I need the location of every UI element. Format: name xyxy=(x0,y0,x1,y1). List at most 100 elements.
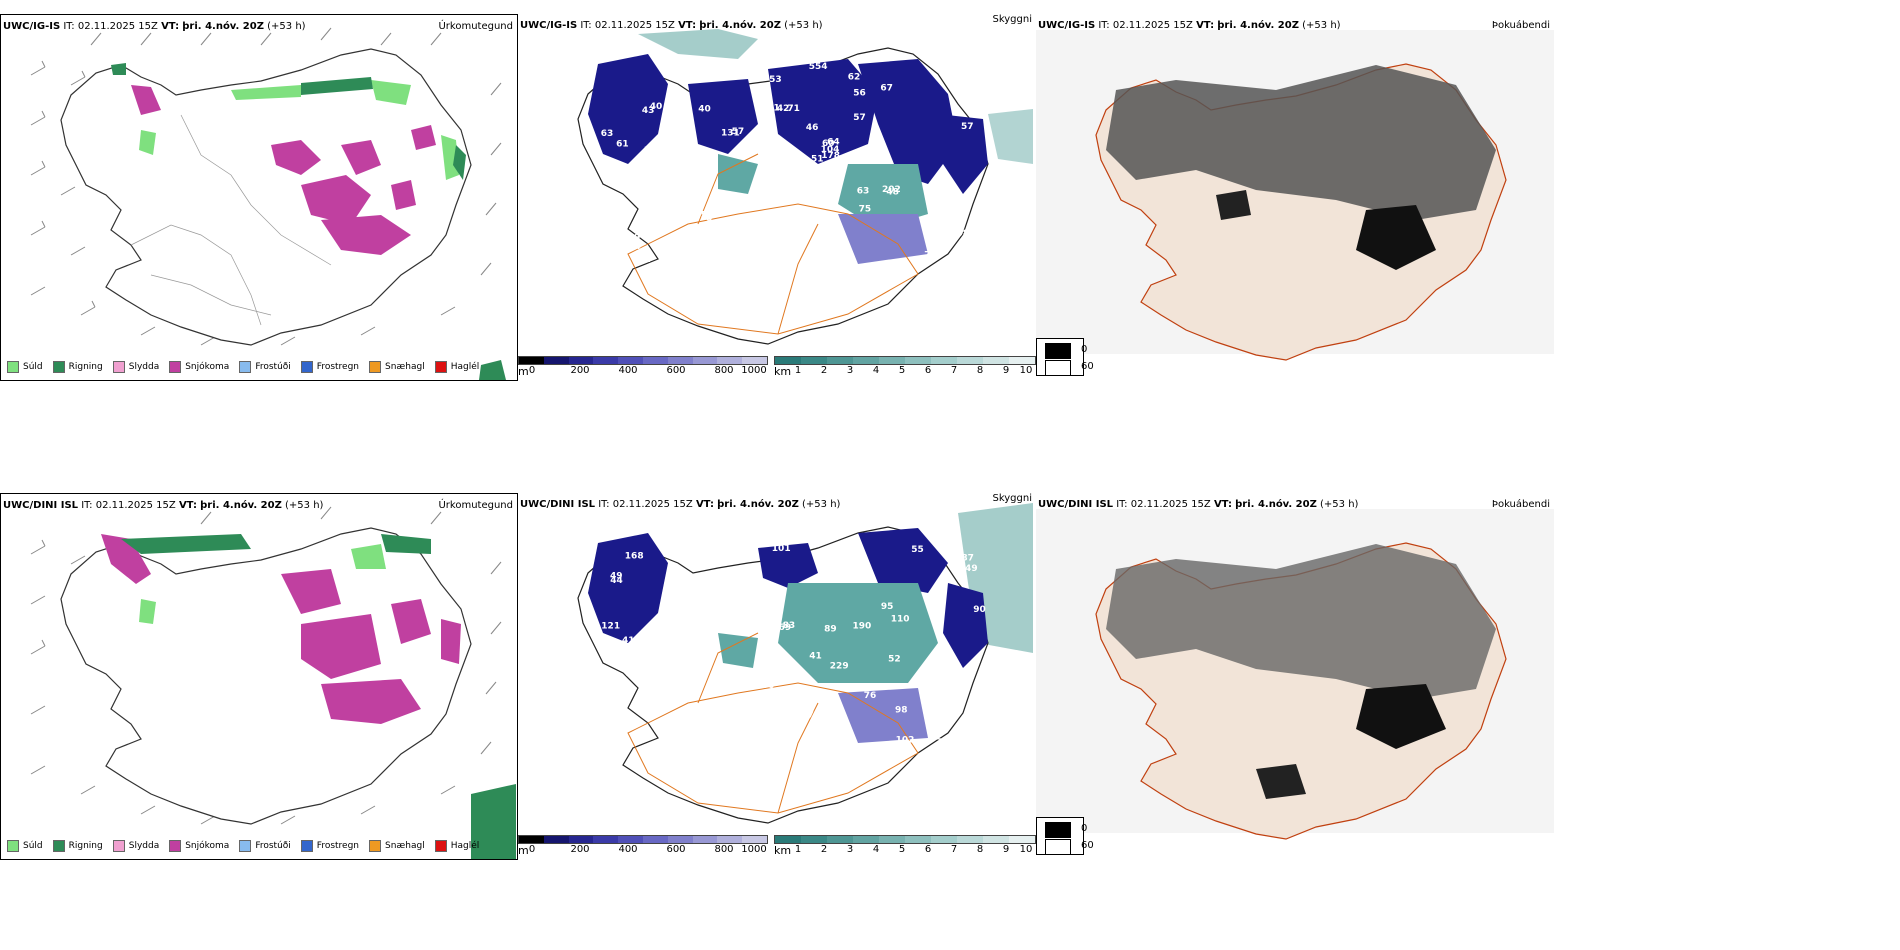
visibility-value-label: 102 xyxy=(896,736,915,746)
panel-title: UWC/DINI ISL IT: 02.11.2025 15Z VT: þri.… xyxy=(520,499,841,510)
visibility-value-label: 73 xyxy=(924,251,937,261)
visibility-value-label: 90 xyxy=(676,541,689,551)
fog-map xyxy=(1036,509,1554,840)
visibility-value-label: 56 xyxy=(853,89,866,99)
visibility-value-label: 90 xyxy=(973,605,986,615)
fog-panel-row2: UWC/DINI ISL IT: 02.11.2025 15Z VT: þri.… xyxy=(1036,493,1554,860)
height-colorbar: m 0 200 400 600 800 1000 xyxy=(518,356,768,380)
precip-map xyxy=(30,27,506,380)
visibility-value-label: 182 xyxy=(764,610,783,620)
visibility-value-label: 36 xyxy=(762,681,775,691)
visibility-value-label: 44 xyxy=(610,576,623,586)
visibility-labels-row1: 51 43 33 39 60 5 62 71 56 51 48 66 59 95 67 57 44 41 46 46 5… xyxy=(601,62,974,265)
visibility-value-label: 41 xyxy=(767,104,780,114)
visibility-value-label: 137 xyxy=(624,657,643,667)
visibility-value-label: 200 xyxy=(720,713,739,723)
visibility-panel-row1: UWC/IG-IS IT: 02.11.2025 15Z VT: þri. 4.… xyxy=(518,14,1036,381)
visibility-value-label: 57 xyxy=(732,127,745,137)
visibility-value-label: 46 xyxy=(678,684,691,694)
panel-title: UWC/DINI ISL IT: 02.11.2025 15Z VT: þri.… xyxy=(3,500,324,511)
visibility-value-label: 53 xyxy=(769,75,782,85)
visibility-value-label: 89 xyxy=(824,624,837,634)
vis-low xyxy=(588,54,988,194)
visibility-value-label: 74 xyxy=(682,713,695,723)
visibility-value-label: 173 xyxy=(702,591,721,601)
visibility-value-label: 44 xyxy=(663,254,676,264)
visibility-value-label: 63 xyxy=(601,129,614,139)
visibility-value-label: 57 xyxy=(853,113,866,123)
visibility-value-label: 59 xyxy=(644,146,657,156)
panel-subtitle: Skyggni xyxy=(992,14,1032,25)
panel-subtitle: Úrkomutegund xyxy=(438,500,513,511)
visibility-map xyxy=(577,503,1033,824)
visibility-map xyxy=(577,29,1033,345)
visibility-value-label: 149 xyxy=(959,564,978,574)
visibility-value-label: 70 xyxy=(765,156,778,166)
visibility-value-label: 52 xyxy=(643,639,656,649)
visibility-value-label: 55 xyxy=(911,545,924,555)
visibility-value-label: 63 xyxy=(857,186,870,196)
visibility-value-label: 42 xyxy=(777,104,790,114)
panel-title: UWC/IG-IS IT: 02.11.2025 15Z VT: þri. 4.… xyxy=(1038,20,1341,31)
visibility-value-label: 5 xyxy=(706,213,712,223)
visibility-panel-row2: UWC/DINI ISL IT: 02.11.2025 15Z VT: þri.… xyxy=(518,493,1036,860)
panel-subtitle: Þokuábendi xyxy=(1491,499,1550,510)
visibility-value-label: 66 xyxy=(765,225,778,235)
visibility-value-label: 66 xyxy=(955,251,968,261)
visibility-value-label: 554 xyxy=(809,62,828,72)
visibility-value-label: 104 xyxy=(821,145,840,155)
visibility-value-label: 76 xyxy=(864,691,877,701)
visibility-colorbar: km 1 2 3 4 5 6 7 8 9 10 xyxy=(774,356,1036,380)
visibility-value-label: 269 xyxy=(769,145,788,155)
visibility-value-label: 75 xyxy=(859,204,872,214)
visibility-value-label: 108 xyxy=(950,229,969,239)
visibility-value-label: 41 xyxy=(809,651,822,661)
visibility-value-label: 67 xyxy=(880,83,893,93)
precip-type-panel-row1: UWC/IG-IS IT: 02.11.2025 15Z VT: þri. 4.… xyxy=(0,14,518,381)
visibility-value-label: 95 xyxy=(881,602,894,612)
visibility-value-label: 51 xyxy=(672,580,685,590)
visibility-value-label: 71 xyxy=(787,104,800,114)
visibility-value-label: 44 xyxy=(628,242,641,252)
visibility-value-label: 95 xyxy=(961,95,974,105)
visibility-value-label: 36 xyxy=(974,721,987,731)
visibility-value-label: 42 xyxy=(825,575,838,585)
fog-panel-row1: UWC/IG-IS IT: 02.11.2025 15Z VT: þri. 4.… xyxy=(1036,14,1554,381)
visibility-value-label: 59 xyxy=(701,210,714,220)
precip-drizzle xyxy=(139,80,459,180)
visibility-value-label: 121 xyxy=(601,622,620,632)
vis-mid xyxy=(718,154,928,229)
precip-type-panel-row2: UWC/DINI ISL IT: 02.11.2025 15Z VT: þri.… xyxy=(0,493,518,860)
visibility-value-label: 110 xyxy=(891,615,910,625)
visibility-value-label: 87 xyxy=(961,553,974,563)
visibility-value-label: 202 xyxy=(882,185,901,195)
visibility-value-label: 60 xyxy=(822,139,835,149)
visibility-value-label: 51 xyxy=(784,169,797,179)
precip-legend: Súld Rigning Slydda Snjókoma Frostúði Fr… xyxy=(7,840,479,852)
fog-key: 0 60 xyxy=(1036,338,1094,376)
visibility-value-label: 73 xyxy=(808,711,821,721)
visibility-value-label: 229 xyxy=(830,661,849,671)
visibility-value-label: 87 xyxy=(699,722,712,732)
precip-snow xyxy=(131,85,436,255)
visibility-value-label: 102 xyxy=(632,255,651,265)
visibility-value-label: 67 xyxy=(757,167,770,177)
visibility-value-label: 61 xyxy=(616,140,629,150)
panel-title: UWC/IG-IS IT: 02.11.2025 15Z VT: þri. 4.… xyxy=(520,20,823,31)
visibility-value-label: 64 xyxy=(827,137,840,147)
visibility-value-label: 46 xyxy=(806,123,819,133)
visibility-value-label: 42 xyxy=(929,732,942,742)
visibility-value-label: 169 xyxy=(772,623,791,633)
visibility-value-label: 101 xyxy=(772,544,791,554)
fog-key: 0 60 xyxy=(1036,817,1094,855)
visibility-value-label: 59 xyxy=(754,538,767,548)
visibility-value-label: 190 xyxy=(853,622,872,632)
visibility-value-label: 40 xyxy=(698,104,711,114)
visibility-value-label: 83 xyxy=(783,621,796,631)
visibility-value-label: 48 xyxy=(665,67,678,77)
visibility-value-label: 59 xyxy=(689,234,702,244)
visibility-labels-row2: 121 101 95 87 49 42 52 42 55 55 83 52 59 44 51 46 45 41 41… xyxy=(601,538,987,746)
visibility-value-label: 92 xyxy=(801,690,814,700)
visibility-value-label: 52 xyxy=(888,655,901,665)
visibility-value-label: 83 xyxy=(654,725,667,735)
